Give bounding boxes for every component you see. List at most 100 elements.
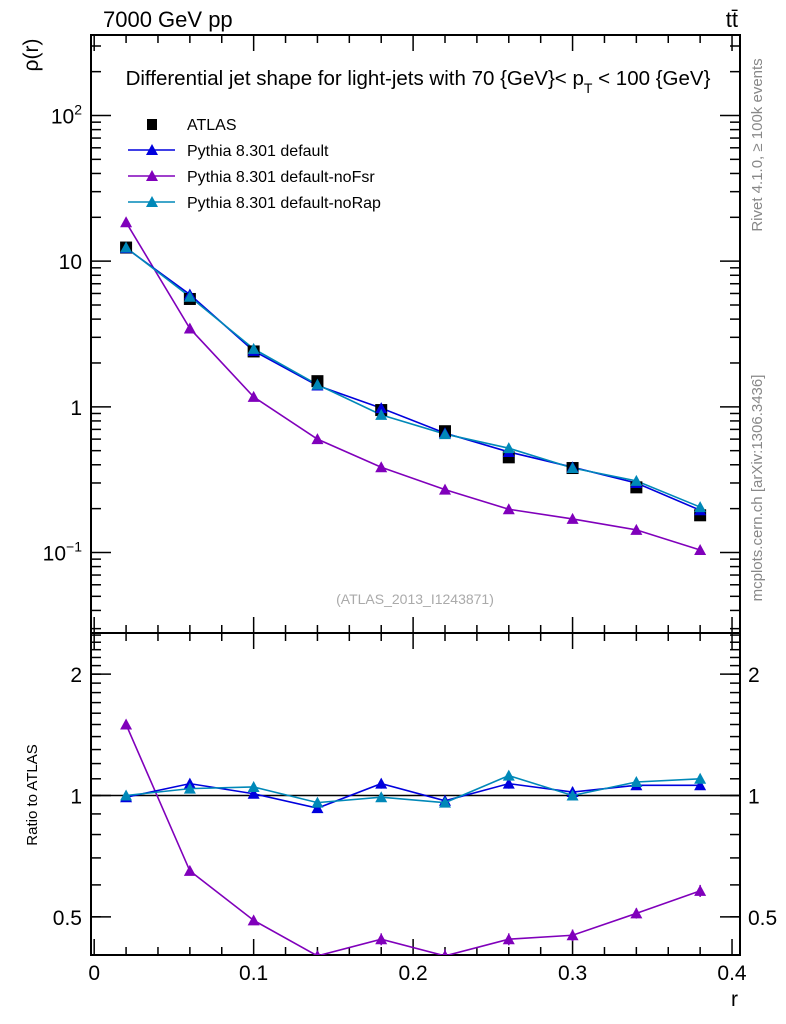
x-tick-label: 0.4 [717, 962, 747, 985]
point-noFsr [311, 433, 324, 445]
ratio-point-noFsr [442, 949, 448, 955]
ratio-y-tick-label: 0.5 [53, 907, 82, 930]
rivet-label: Rivet 4.1.0, ≥ 100k events [749, 58, 766, 231]
point-noRap [566, 462, 579, 474]
point-noFsr [120, 216, 133, 228]
ratio-point-noRap [375, 791, 388, 803]
ratio-point-noFsr [694, 884, 707, 896]
legend-item-default: Pythia 8.301 default [128, 143, 329, 160]
watermark: (ATLAS_2013_I1243871) [336, 591, 494, 607]
ratio-point-noRap [694, 772, 707, 784]
point-noFsr [630, 523, 643, 535]
legend: ATLAS Pythia 8.301 default Pythia 8.301 de… [128, 117, 381, 212]
ratio-point-noRap [247, 780, 260, 792]
point-noRap [375, 408, 388, 420]
point-noFsr [694, 543, 707, 555]
legend-label: ATLAS [187, 117, 237, 134]
ratio-panel: 0.5 0.5 1 1 2 2 0 0.1 0.2 0.3 0.4 [53, 632, 777, 985]
series-line-default [125, 247, 701, 511]
ratio-line-noRap [125, 774, 701, 804]
x-tick-label: 0 [88, 962, 100, 985]
point-default [375, 402, 388, 414]
legend-marker [146, 144, 158, 155]
ratio-line-noFsr [125, 724, 701, 955]
point-noRap [502, 442, 515, 454]
legend-label: Pythia 8.301 default-noRap [187, 195, 381, 212]
ratio-point-noFsr [502, 933, 515, 945]
ratio-y-tick-label-right: 2 [748, 664, 760, 687]
point-noRap [120, 241, 133, 253]
point-noRap [311, 378, 324, 390]
ratio-point-default [247, 787, 260, 799]
y-tick-exp: 2 [74, 102, 82, 118]
legend-item-ATLAS: ATLAS [147, 117, 237, 134]
header-left: 7000 GeV pp [103, 7, 233, 32]
ratio-ylabel: Ratio to ATLAS [24, 744, 41, 845]
ratio-point-noFsr [314, 949, 321, 955]
title-end: < 100 {GeV} [592, 67, 710, 90]
ratio-point-noRap [183, 782, 196, 794]
ratio-point-noFsr [630, 907, 643, 919]
x-tick-label: 0.2 [399, 962, 428, 985]
legend-label: Pythia 8.301 default [187, 143, 329, 160]
plot-title: Differential jet shape for light-jets wi… [126, 67, 711, 96]
ratio-point-noRap [630, 776, 643, 788]
ratio-point-noRap [120, 789, 133, 801]
ratio-frame [90, 632, 741, 956]
ratio-y-tick-label-right: 0.5 [748, 907, 777, 930]
point-noFsr [502, 503, 515, 515]
point-noFsr [375, 461, 388, 473]
series-line-noRap [125, 246, 701, 508]
point-noRap [630, 474, 643, 486]
point-noRap [694, 501, 707, 513]
y-tick-label: 1 [70, 397, 82, 420]
point-noFsr [183, 322, 196, 334]
ratio-point-default [694, 779, 707, 791]
y-tick-base: 10 [43, 542, 66, 565]
ratio-point-default [502, 777, 515, 789]
ratio-point-noFsr [375, 933, 388, 945]
legend-item-noFsr: Pythia 8.301 default-noFsr [128, 169, 375, 186]
point-noFsr [566, 512, 579, 524]
point-noRap [183, 290, 196, 302]
ratio-y-tick-label: 2 [70, 664, 82, 687]
ratio-point-noFsr [183, 864, 196, 876]
title-main: Differential jet shape for light-jets wi… [126, 67, 584, 90]
legend-marker [147, 119, 157, 130]
ratio-point-noFsr [566, 929, 579, 941]
point-noFsr [439, 483, 451, 495]
mcplots-label: mcplots.cern.ch [arXiv:1306.3436] [749, 375, 766, 602]
legend-label: Pythia 8.301 default-noFsr [187, 169, 375, 186]
ratio-point-default [375, 777, 388, 789]
x-tick-label: 0.1 [239, 962, 268, 985]
header-right: tt̄ [726, 7, 738, 32]
series-line-noFsr [125, 221, 701, 551]
x-tick-label: 0.3 [558, 962, 587, 985]
ratio-point-noRap [311, 796, 324, 808]
y-tick-label: 10−1 [43, 538, 83, 565]
point-noFsr [247, 390, 260, 402]
ratio-point-noRap [502, 769, 515, 781]
y-tick-exp: −1 [66, 538, 82, 554]
legend-marker [146, 170, 158, 181]
point-noRap [247, 342, 260, 354]
legend-marker [146, 196, 158, 207]
ratio-series [120, 718, 707, 955]
ratio-point-default [311, 802, 324, 814]
main-ylabel: ρ(r) [20, 39, 43, 72]
y-tick-label: 10 [59, 251, 82, 274]
legend-item-noRap: Pythia 8.301 default-noRap [128, 195, 381, 212]
point-noRap [439, 428, 451, 440]
y-tick-label: 102 [51, 102, 82, 129]
ratio-point-noRap [439, 796, 451, 808]
title-sub: T [584, 80, 593, 96]
ratio-point-noFsr [120, 718, 133, 730]
xlabel: r [731, 988, 738, 1011]
y-tick-base: 10 [51, 106, 74, 129]
ratio-y-tick-label-right: 1 [748, 785, 760, 808]
ratio-point-noFsr [247, 914, 260, 926]
ratio-y-tick-label: 1 [70, 785, 82, 808]
ratio-point-noRap [566, 789, 579, 801]
